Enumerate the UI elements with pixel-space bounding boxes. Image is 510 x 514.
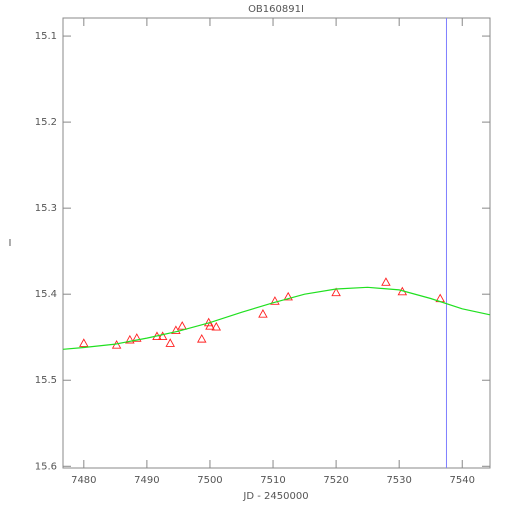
data-point bbox=[79, 338, 89, 347]
data-point bbox=[331, 287, 341, 297]
data-point bbox=[283, 291, 293, 301]
data-point bbox=[270, 296, 280, 305]
plot-frame bbox=[62, 17, 491, 469]
x-tick-label: 7480 bbox=[71, 475, 96, 486]
x-tick-label: 7520 bbox=[323, 475, 348, 486]
y-tick-label: 15.5 bbox=[35, 375, 57, 386]
data-point bbox=[165, 338, 175, 347]
x-tick-label: 7510 bbox=[260, 475, 285, 486]
y-axis-label: I bbox=[9, 238, 12, 249]
data-point bbox=[157, 331, 168, 341]
y-tick-label: 15.3 bbox=[35, 203, 57, 214]
data-point bbox=[196, 334, 207, 343]
data-point bbox=[211, 321, 222, 331]
model-curve bbox=[62, 286, 491, 350]
data-point bbox=[177, 321, 187, 330]
x-tick-label: 7530 bbox=[386, 475, 411, 486]
y-tick-label: 15.2 bbox=[35, 117, 57, 128]
y-tick-label: 15.4 bbox=[35, 289, 57, 300]
chart-title: OB160891I bbox=[248, 4, 304, 15]
data-point bbox=[171, 325, 181, 334]
x-axis-label: JD - 2450000 bbox=[242, 491, 308, 502]
data-point bbox=[381, 277, 391, 286]
x-tick-label: 7540 bbox=[450, 475, 475, 486]
x-tick-label: 7490 bbox=[134, 475, 159, 486]
data-point bbox=[205, 321, 215, 330]
data-point bbox=[132, 333, 142, 342]
x-tick-label: 7500 bbox=[197, 475, 222, 486]
data-point bbox=[125, 334, 135, 344]
y-tick-label: 15.1 bbox=[35, 31, 57, 42]
data-point bbox=[258, 309, 268, 318]
y-tick-label: 15.6 bbox=[35, 461, 57, 472]
